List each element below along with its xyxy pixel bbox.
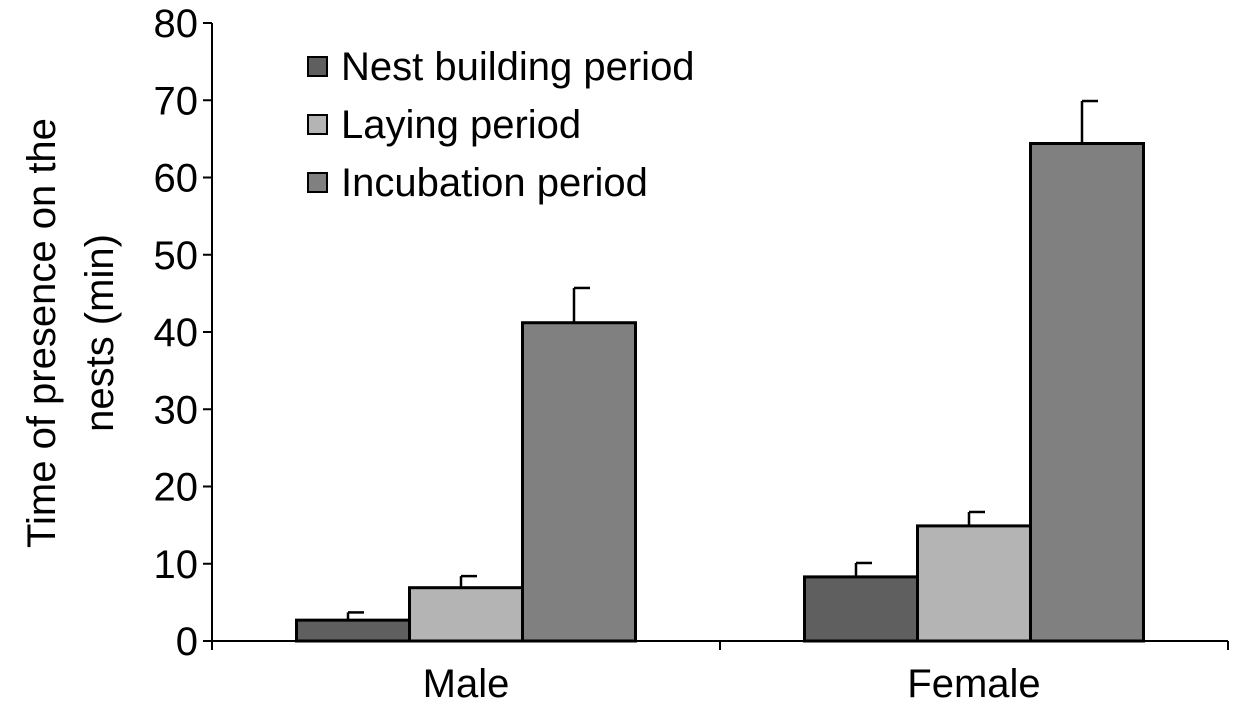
legend: Nest building period Laying period Incubat… (307, 45, 695, 205)
y-tick-label: 10 (154, 543, 199, 587)
y-tick-label: 0 (176, 620, 198, 664)
y-tick-label: 50 (154, 234, 199, 278)
y-tick-label: 60 (154, 157, 199, 201)
legend-swatch (307, 114, 328, 135)
legend-label: Nest building period (341, 45, 695, 89)
y-tick-label: 40 (154, 311, 199, 355)
legend-swatch (307, 172, 328, 193)
legend-label: Incubation period (341, 161, 648, 205)
legend-swatch (307, 56, 328, 77)
bar (916, 524, 1032, 643)
bar (408, 586, 524, 643)
bar (803, 575, 919, 643)
y-tick-label: 20 (154, 466, 199, 510)
y-axis-title: Time of presence on the nests (min) (20, 118, 122, 548)
y-axis-title-line-1: Time of presence on the (20, 118, 64, 548)
bar (295, 618, 411, 643)
y-tick-label: 30 (154, 388, 199, 432)
axes: 0 10 20 30 40 50 60 70 80 Male Female (154, 2, 1229, 706)
legend-label: Laying period (341, 103, 581, 147)
bar (521, 321, 637, 643)
bar (1029, 142, 1145, 643)
y-tick-label: 70 (154, 79, 199, 123)
y-tick-label: 80 (154, 2, 199, 46)
x-tick-label: Male (423, 662, 510, 706)
bars (295, 99, 1145, 643)
y-axis-title-line-2: nests (min) (78, 234, 122, 432)
x-tick-label: Female (907, 662, 1040, 706)
